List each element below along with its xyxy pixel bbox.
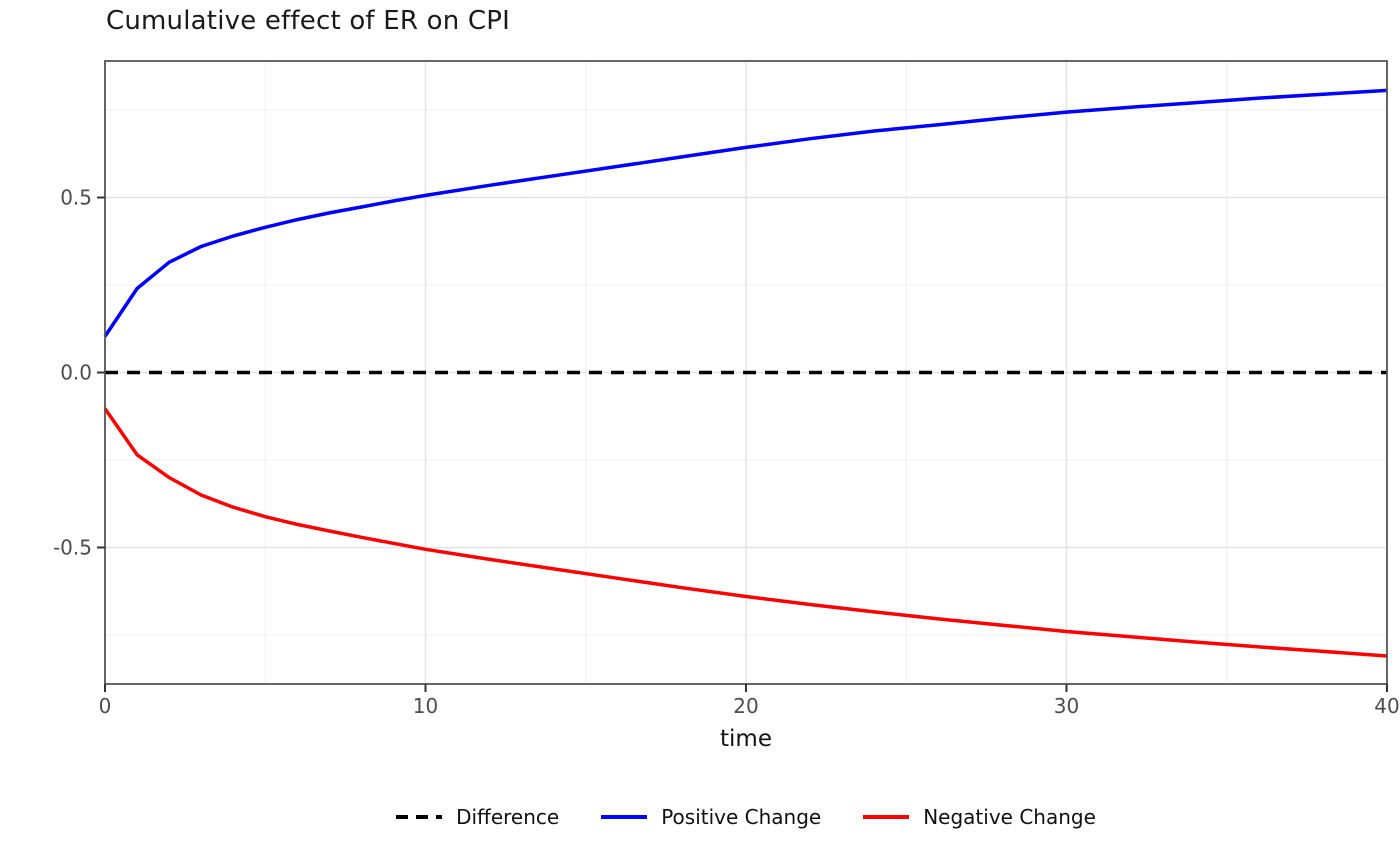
x-tick-label: 0 [99, 694, 112, 718]
x-tick-label: 20 [733, 694, 758, 718]
x-tick-label: 10 [413, 694, 438, 718]
x-tick-label: 30 [1054, 694, 1079, 718]
y-tick-label: -0.5 [53, 536, 92, 560]
chart-title: Cumulative effect of ER on CPI [106, 6, 510, 36]
series-negative-change [103, 407, 1388, 658]
y-tick-label: 0.0 [60, 361, 92, 385]
legend-label: Difference [456, 805, 560, 829]
legend-item: Positive Change [601, 805, 821, 829]
legend-label: Negative Change [923, 805, 1096, 829]
plot-panel: 0 10 20 30 40 -0.5 0.0 0.5 [53, 60, 1400, 718]
legend-line-icon [863, 815, 910, 819]
legend-label: Positive Change [661, 805, 822, 829]
legend-item: Difference [396, 805, 559, 829]
legend-dashed-line-icon [396, 815, 443, 819]
x-axis-title: time [720, 726, 772, 752]
legend: Difference Positive Change Negative Change [105, 805, 1387, 829]
x-tick-label: 40 [1374, 694, 1399, 718]
legend-item: Negative Change [863, 805, 1096, 829]
series-positive-change [103, 88, 1388, 338]
y-tick-label: 0.5 [60, 186, 92, 210]
legend-line-icon [601, 815, 648, 819]
